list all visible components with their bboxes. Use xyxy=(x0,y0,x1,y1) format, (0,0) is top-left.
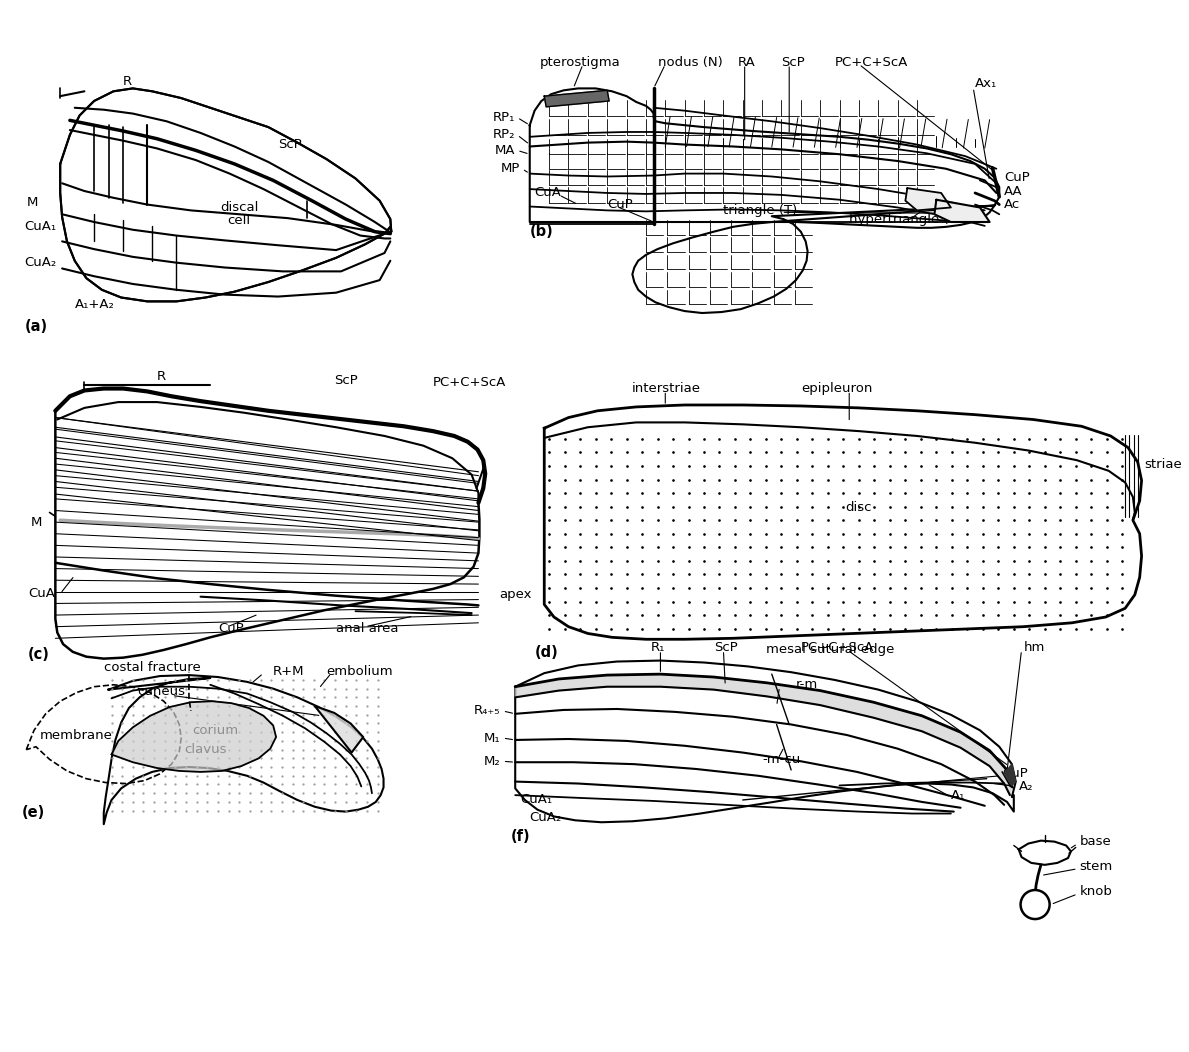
Polygon shape xyxy=(545,405,1141,640)
Text: CuP: CuP xyxy=(1005,171,1030,184)
Text: RP₂: RP₂ xyxy=(492,128,515,141)
Text: hm: hm xyxy=(1024,642,1045,654)
Text: interstriae: interstriae xyxy=(631,382,700,394)
Text: r-m: r-m xyxy=(795,679,818,691)
Text: ScP: ScP xyxy=(713,642,737,654)
Text: base: base xyxy=(1080,835,1112,848)
Text: (e): (e) xyxy=(21,805,45,821)
Text: M: M xyxy=(31,515,43,528)
Text: R: R xyxy=(124,75,132,88)
Text: RP₁: RP₁ xyxy=(493,110,515,124)
Text: disc: disc xyxy=(845,501,873,514)
Polygon shape xyxy=(905,188,951,210)
Text: corium: corium xyxy=(193,724,238,736)
Text: anal area: anal area xyxy=(336,622,398,635)
Text: stem: stem xyxy=(1080,861,1113,873)
Polygon shape xyxy=(530,88,999,313)
Text: knob: knob xyxy=(1080,886,1113,898)
Polygon shape xyxy=(545,90,609,107)
Polygon shape xyxy=(103,675,384,824)
Text: CuP: CuP xyxy=(218,622,244,635)
Text: mesal sutural edge: mesal sutural edge xyxy=(766,644,894,656)
Text: pterostigma: pterostigma xyxy=(540,56,621,68)
Polygon shape xyxy=(26,685,181,784)
Text: AA: AA xyxy=(1005,184,1023,198)
Polygon shape xyxy=(515,674,1012,795)
Text: (a): (a) xyxy=(24,319,48,335)
Text: -m-cu: -m-cu xyxy=(762,753,800,766)
Text: M: M xyxy=(26,196,38,209)
Polygon shape xyxy=(1005,764,1015,786)
Polygon shape xyxy=(61,88,391,301)
Text: R₁: R₁ xyxy=(650,642,665,654)
Text: CuA₂: CuA₂ xyxy=(530,811,562,824)
Text: CuA₁: CuA₁ xyxy=(24,220,57,234)
Text: hypertriangle (ht): hypertriangle (ht) xyxy=(849,213,968,225)
Text: CuP: CuP xyxy=(1002,767,1028,781)
Text: clavus: clavus xyxy=(184,743,227,756)
Text: cuneus: cuneus xyxy=(138,685,185,699)
Polygon shape xyxy=(56,388,485,659)
Text: MA: MA xyxy=(495,144,515,157)
Text: discal: discal xyxy=(220,201,258,214)
Polygon shape xyxy=(112,702,276,772)
Text: RA: RA xyxy=(738,56,756,68)
Polygon shape xyxy=(315,706,363,752)
Text: cell: cell xyxy=(228,214,251,226)
Text: ScP: ScP xyxy=(278,138,302,151)
Circle shape xyxy=(1020,890,1050,919)
Text: PC+C+ScA: PC+C+ScA xyxy=(433,377,507,389)
Text: striae: striae xyxy=(1145,458,1182,470)
Text: CuA₂: CuA₂ xyxy=(24,257,57,269)
Text: M₁: M₁ xyxy=(484,731,501,745)
Polygon shape xyxy=(1019,841,1071,865)
Text: R: R xyxy=(157,370,166,383)
Text: (c): (c) xyxy=(29,647,50,663)
Text: CuA₁: CuA₁ xyxy=(520,793,552,807)
Text: epipleuron: epipleuron xyxy=(801,382,873,394)
Text: A₂: A₂ xyxy=(1019,780,1033,793)
Text: (f): (f) xyxy=(510,829,530,845)
Text: M₂: M₂ xyxy=(484,754,501,768)
Text: costal fracture: costal fracture xyxy=(103,661,201,674)
Text: Ax₁: Ax₁ xyxy=(975,77,998,90)
Text: CuA: CuA xyxy=(535,186,561,200)
Text: R₄₊₅: R₄₊₅ xyxy=(474,705,501,717)
Text: triangle (T): triangle (T) xyxy=(723,204,798,217)
Text: membrane: membrane xyxy=(40,729,113,742)
Text: apex: apex xyxy=(499,588,531,602)
Polygon shape xyxy=(935,200,989,222)
Text: (b): (b) xyxy=(530,224,554,239)
Text: MP: MP xyxy=(501,162,520,176)
Text: embolium: embolium xyxy=(327,665,394,677)
Text: R+M: R+M xyxy=(273,665,304,677)
Text: PC+C+ScA: PC+C+ScA xyxy=(835,56,908,68)
Text: A₁+A₂: A₁+A₂ xyxy=(75,298,114,310)
Text: ScP: ScP xyxy=(781,56,805,68)
Text: ScP: ScP xyxy=(334,375,358,387)
Polygon shape xyxy=(515,661,1015,823)
Text: PC+C+ScA: PC+C+ScA xyxy=(801,642,874,654)
Text: CuP: CuP xyxy=(608,198,633,211)
Text: Ac: Ac xyxy=(1005,198,1020,211)
Text: nodus (N): nodus (N) xyxy=(658,56,722,68)
Text: (d): (d) xyxy=(535,645,559,661)
Text: A₁: A₁ xyxy=(951,789,965,802)
Text: CuA: CuA xyxy=(29,587,55,601)
